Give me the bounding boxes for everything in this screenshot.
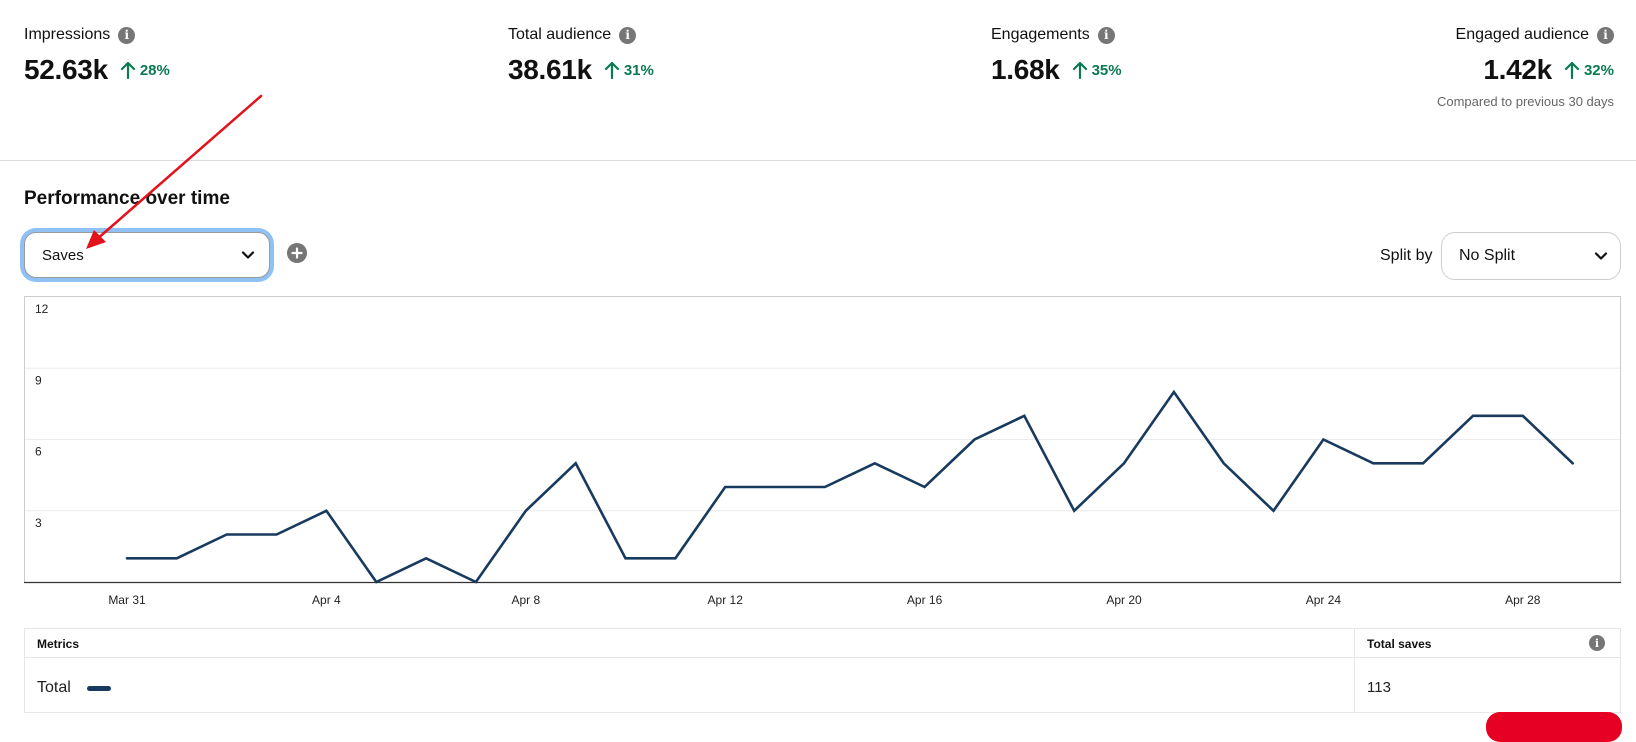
stat-label: Impressions [24, 26, 110, 44]
chevron-down-icon [241, 248, 255, 262]
saves-line-chart: 3 6 9 12 Mar 31 Apr 4 Apr 8 Apr 12 Apr 16 Apr 20 A… [24, 296, 1621, 614]
table-row-value: 113 [1367, 679, 1391, 696]
info-icon[interactable]: i [619, 27, 636, 44]
split-by-select[interactable]: No Split [1441, 232, 1621, 280]
arrow-up-icon [1564, 61, 1580, 79]
section-title: Performance over time [24, 188, 230, 210]
stat-change: 28% [120, 61, 170, 79]
x-tick-label: Apr 20 [1106, 593, 1142, 607]
stat-label: Total audience [508, 26, 611, 44]
metric-select[interactable]: Saves [24, 232, 270, 278]
stat-total-audience: Total audience i 38.61k 31% [508, 26, 654, 86]
compare-note: Compared to previous 30 days [1437, 94, 1614, 109]
section-divider [0, 160, 1636, 161]
stat-change: 32% [1564, 61, 1614, 79]
stat-value: 52.63k [24, 54, 108, 86]
arrow-up-icon [120, 61, 136, 79]
info-icon[interactable]: i [1098, 27, 1115, 44]
x-tick-label: Apr 12 [708, 593, 744, 607]
stat-impressions: Impressions i 52.63k 28% [24, 26, 170, 86]
stat-label: Engaged audience [1456, 26, 1589, 44]
x-tick-label: Apr 8 [511, 593, 540, 607]
plus-icon [291, 247, 303, 259]
column-header-metrics: Metrics [37, 637, 79, 651]
stat-value: 38.61k [508, 54, 592, 86]
stat-change-value: 31% [624, 62, 654, 79]
column-header-total-saves: Total saves [1367, 637, 1431, 651]
stat-change-value: 35% [1092, 62, 1122, 79]
split-by-label: Split by [1380, 247, 1432, 265]
table-row-label: Total [37, 679, 71, 697]
column-divider [1354, 629, 1355, 712]
stat-change-value: 28% [140, 62, 170, 79]
metrics-table: Metrics Total saves i Total 113 [24, 628, 1621, 713]
series-line [127, 392, 1573, 582]
arrow-up-icon [1072, 61, 1088, 79]
stat-label: Engagements [991, 26, 1090, 44]
legend-swatch [87, 686, 111, 691]
y-tick-label: 3 [35, 516, 42, 530]
x-tick-label: Apr 16 [907, 593, 943, 607]
arrow-up-icon [604, 61, 620, 79]
stat-change: 35% [1072, 61, 1122, 79]
split-by-value: No Split [1459, 247, 1515, 265]
stat-change: 31% [604, 61, 654, 79]
stat-value: 1.42k [1483, 54, 1552, 86]
metric-select-value: Saves [42, 247, 84, 264]
stat-engaged-audience: Engaged audience i 1.42k 32% Compared to… [1437, 26, 1614, 109]
stat-change-value: 32% [1584, 62, 1614, 79]
stat-value: 1.68k [991, 54, 1060, 86]
info-icon[interactable]: i [118, 27, 135, 44]
y-tick-label: 9 [35, 373, 42, 387]
chevron-down-icon [1594, 249, 1608, 263]
y-tick-label: 6 [35, 445, 42, 459]
x-tick-label: Apr 4 [312, 593, 341, 607]
red-action-button[interactable] [1486, 712, 1622, 742]
y-tick-label: 12 [35, 302, 49, 316]
x-tick-label: Apr 28 [1505, 593, 1541, 607]
x-tick-label: Apr 24 [1306, 593, 1342, 607]
info-icon[interactable]: i [1589, 635, 1605, 651]
stat-engagements: Engagements i 1.68k 35% [991, 26, 1122, 86]
add-metric-button[interactable] [287, 243, 307, 263]
x-tick-label: Mar 31 [108, 593, 146, 607]
info-icon[interactable]: i [1597, 27, 1614, 44]
